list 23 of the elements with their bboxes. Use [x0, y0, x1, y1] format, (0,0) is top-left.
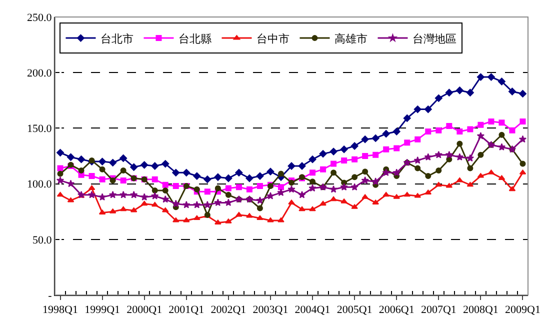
x-tick-label: 2006Q1: [378, 304, 414, 316]
x-tick-label: 2000Q1: [126, 304, 162, 316]
y-tick-label: 250.0: [27, 12, 52, 24]
x-tick-label: 2002Q1: [210, 304, 246, 316]
x-tick-label: 2008Q1: [462, 304, 498, 316]
legend-label: 高雄市: [334, 32, 368, 46]
legend-label: 台北縣: [178, 32, 212, 46]
legend-label: 台北市: [100, 32, 134, 46]
x-tick-label: 2005Q1: [336, 304, 372, 316]
y-tick-label: -: [48, 290, 52, 302]
x-tick-label: 1999Q1: [84, 304, 120, 316]
y-tick-label: 200.0: [27, 67, 52, 80]
x-tick-label: 2007Q1: [420, 304, 456, 316]
x-tick-label: 2009Q1: [505, 304, 540, 316]
y-tick-label: 50.0: [32, 234, 52, 246]
y-tick-label: 150.0: [27, 123, 52, 136]
legend-label: 台灣地區: [412, 32, 457, 46]
x-tick-label: 1998Q1: [42, 304, 78, 316]
x-tick-label: 2004Q1: [294, 304, 330, 316]
x-tick-label: 2003Q1: [252, 304, 288, 316]
y-tick-label: 100.0: [27, 178, 52, 191]
legend-label: 台中市: [256, 32, 290, 46]
x-tick-label: 2001Q1: [168, 304, 204, 316]
